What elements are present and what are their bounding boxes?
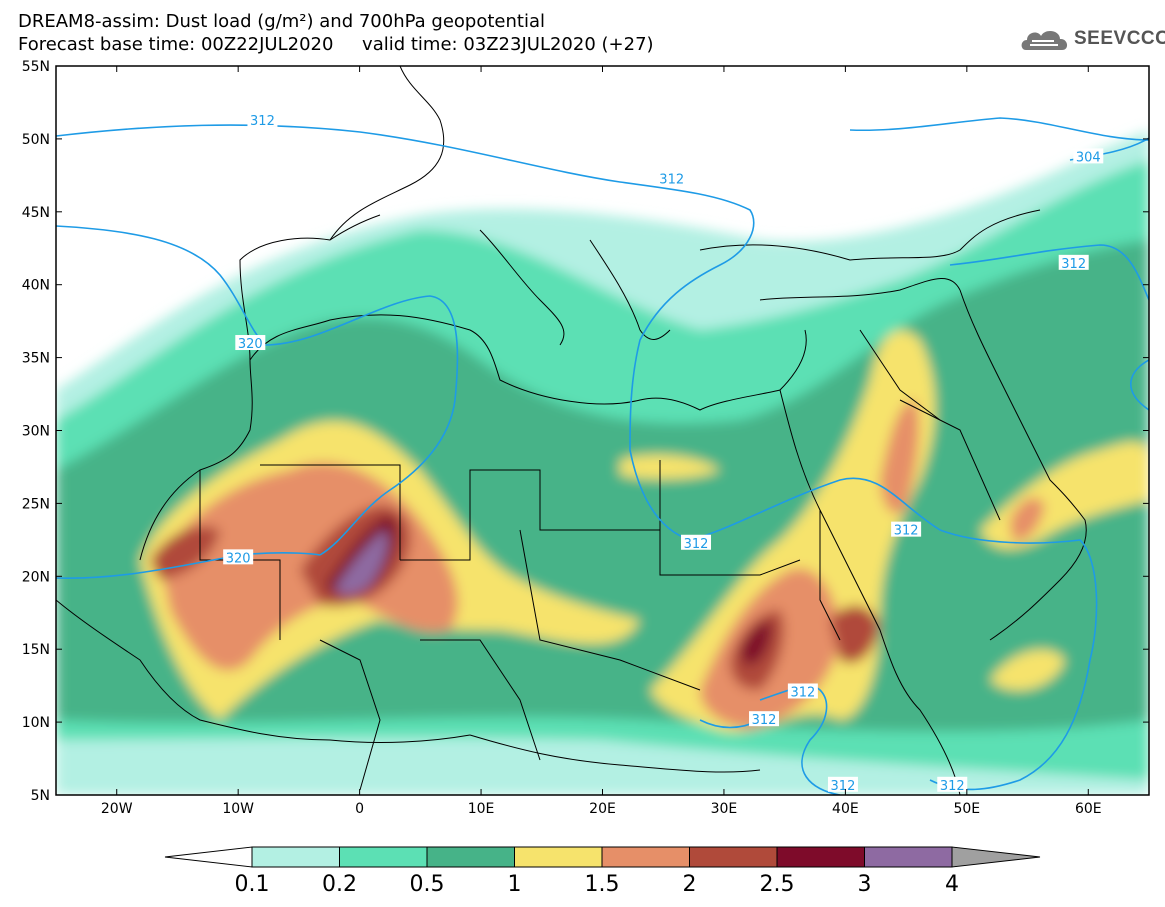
colorbar-swatch (689, 846, 778, 868)
longitude-labels: 20W 10W 0 10E 20E 30E 40E 50E 60E (101, 66, 1102, 817)
colorbar-label: 3 (857, 872, 872, 897)
lat-label: 15N (22, 642, 50, 658)
geopotential-contours (56, 117, 1149, 795)
contour-label-bg (681, 534, 712, 550)
seevccc-logo: SEEVCCC (1018, 22, 1165, 58)
contour-label: 312 (659, 172, 684, 187)
lat-label: 10N (22, 715, 50, 731)
contour-312-south (689, 477, 1098, 791)
contour-312-east (849, 117, 1149, 141)
contour-label-bg (656, 170, 687, 186)
colorbar-swatch (251, 846, 340, 868)
contour-label-bg (787, 683, 818, 699)
contour-312-north (56, 124, 755, 541)
colorbar-swatch (426, 846, 515, 868)
dust-level-1.5 (1010, 497, 1045, 541)
contour-320-south (56, 551, 321, 579)
contour-label: 312 (894, 524, 919, 539)
contour-labels: 312 312 304 312 320 320 312 312 312 312 312 312 (223, 111, 1104, 794)
contour-label-bg (1073, 148, 1104, 164)
contour-label: 320 (226, 551, 251, 566)
colorbar-label: 4 (945, 872, 959, 897)
colorbar-label: 0.2 (322, 872, 357, 897)
lon-label: 40E (832, 801, 859, 817)
colorbar-over-arrow (951, 846, 1041, 868)
lon-label: 60E (1075, 801, 1102, 817)
colorbar-swatch (864, 846, 953, 868)
contour-label-bg (937, 776, 968, 792)
lon-label: 0 (355, 801, 364, 817)
contour-label: 312 (940, 779, 965, 794)
dust-level-3 (335, 530, 388, 596)
contour-label: 312 (1061, 257, 1086, 272)
dust-level-2.5 (740, 621, 772, 666)
lat-label: 50N (22, 132, 50, 148)
lat-label: 25N (22, 496, 50, 512)
lat-label: 20N (22, 569, 50, 585)
logo-text: SEEVCCC (1074, 28, 1165, 49)
lon-label: 20W (101, 801, 133, 817)
latitude-labels: 55N 50N 45N 40N 35N 30N 25N 20N 15N 10N 5N (22, 59, 1149, 804)
cloud-logo-icon (1021, 30, 1068, 50)
colorbar-swatch (514, 846, 603, 868)
dust-level-1 (620, 454, 720, 480)
contour-320-north (56, 225, 459, 556)
contour-312-caspian (949, 244, 1149, 301)
contour-label-bg (1058, 254, 1089, 270)
lon-label: 10E (468, 801, 495, 817)
lon-label: 30E (711, 801, 738, 817)
colorbar (164, 846, 1041, 868)
lon-label: 50E (953, 801, 980, 817)
lat-label: 5N (31, 788, 50, 804)
lon-label: 20E (589, 801, 616, 817)
lat-label: 40N (22, 278, 50, 294)
colorbar-label: 1.5 (584, 872, 620, 897)
contour-label: 320 (238, 337, 263, 352)
contour-label: 312 (752, 713, 777, 728)
dust-field (56, 130, 1149, 795)
contour-label: 312 (831, 779, 856, 794)
lat-label: 45N (22, 205, 50, 221)
dust-level-2 (150, 526, 220, 580)
contour-label: 312 (684, 537, 709, 552)
dust-level-1.5 (880, 400, 920, 514)
lat-label: 55N (22, 59, 50, 75)
contour-edge (1130, 359, 1149, 411)
dust-level-2 (830, 605, 880, 664)
contour-label-bg (223, 549, 254, 565)
contour-label-bg (247, 111, 278, 127)
lat-label: 35N (22, 351, 50, 367)
colorbar-label: 2 (682, 872, 697, 897)
forecast-times: Forecast base time: 00Z22JUL2020 valid t… (18, 34, 654, 55)
lon-label: 10W (222, 801, 254, 817)
chart-title: DREAM8-assim: Dust load (g/m²) and 700hP… (18, 11, 545, 32)
contour-label-bg (749, 711, 780, 727)
colorbar-label: 1 (507, 872, 522, 897)
contour-label-bg (891, 521, 922, 537)
colorbar-swatch (776, 846, 865, 868)
dust-level-1 (990, 649, 1065, 691)
contour-label-bg (827, 776, 858, 792)
contour-label-bg (235, 335, 266, 351)
colorbar-label: 2.5 (759, 872, 795, 897)
coastlines (56, 66, 1087, 795)
colorbar-label: 0.1 (234, 872, 270, 897)
colorbar-under-arrow (164, 846, 253, 868)
colorbar-label: 0.5 (409, 872, 445, 897)
contour-label: 312 (250, 114, 275, 129)
contour-label: 312 (790, 685, 815, 700)
contour-label: 304 (1076, 150, 1101, 165)
lat-label: 30N (22, 424, 50, 440)
colorbar-swatch (601, 846, 690, 868)
colorbar-swatch (339, 846, 428, 868)
